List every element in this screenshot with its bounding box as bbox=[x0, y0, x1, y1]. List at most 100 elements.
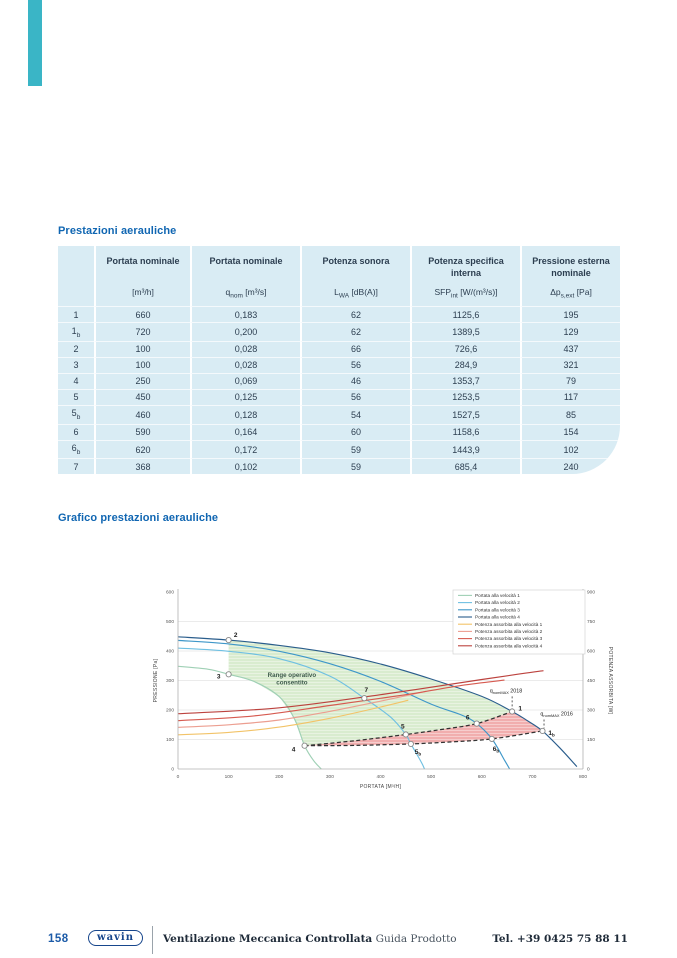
column-header: Pressione esterna nominale bbox=[520, 246, 620, 280]
table-cell: 0,125 bbox=[190, 388, 300, 405]
column-header: Portata nominale bbox=[94, 246, 190, 280]
footer-doc-subtitle: Guida Prodotto bbox=[375, 933, 457, 945]
svg-text:4: 4 bbox=[292, 747, 296, 754]
svg-text:500: 500 bbox=[427, 774, 435, 780]
svg-text:Portata alla velocità 1: Portata alla velocità 1 bbox=[475, 593, 520, 598]
table-cell: 46 bbox=[300, 372, 410, 389]
table-cell: 0,102 bbox=[190, 458, 300, 475]
series-curves bbox=[177, 636, 578, 770]
svg-text:POTENZA ASSORBITA [W]: POTENZA ASSORBITA [W] bbox=[607, 647, 613, 715]
table-cell: 59 bbox=[300, 458, 410, 475]
svg-text:200: 200 bbox=[166, 708, 174, 714]
shaded-regions bbox=[228, 640, 543, 746]
table-cell: 660 bbox=[94, 306, 190, 323]
svg-text:150: 150 bbox=[587, 737, 595, 743]
table-header-row: Portata nominale Portata nominale Potenza … bbox=[58, 246, 620, 280]
svg-text:750: 750 bbox=[587, 619, 595, 625]
table-cell: 79 bbox=[520, 372, 620, 389]
svg-text:200: 200 bbox=[275, 774, 283, 780]
table-row: 7 368 0,102 59 685,4 240 bbox=[58, 458, 620, 475]
svg-text:7: 7 bbox=[364, 687, 368, 694]
row-label: 2 bbox=[58, 340, 94, 357]
table-row: 2 100 0,028 66 726,6 437 bbox=[58, 340, 620, 357]
table-cell: 60 bbox=[300, 423, 410, 440]
table-cell: 154 bbox=[520, 423, 620, 440]
svg-text:PORTATA [M³/H]: PORTATA [M³/H] bbox=[360, 784, 402, 790]
table-cell: 195 bbox=[520, 306, 620, 323]
column-header bbox=[58, 246, 94, 279]
column-unit: SFPint [W/(m³/s)] bbox=[410, 279, 520, 307]
table-cell: 0,069 bbox=[190, 372, 300, 389]
row-label: 5 bbox=[58, 388, 94, 405]
table-cell: 102 bbox=[520, 439, 620, 459]
table-cell: 117 bbox=[520, 388, 620, 405]
performance-chart: Range operativo consentito qnomMAX 2018 qno… bbox=[153, 589, 613, 790]
table-cell: 85 bbox=[520, 404, 620, 424]
table-row: 3 100 0,028 56 284,9 321 bbox=[58, 356, 620, 373]
footer-doc-title: Ventilazione Meccanica Controllata Guida… bbox=[163, 933, 457, 945]
svg-text:5: 5 bbox=[401, 723, 405, 730]
row-label: 1b bbox=[58, 322, 94, 341]
column-header: Portata nominale bbox=[190, 246, 300, 280]
series-Portata alla velocità 3 bbox=[177, 639, 511, 770]
svg-text:1b: 1b bbox=[548, 730, 555, 738]
table-cell: 284,9 bbox=[410, 356, 520, 373]
svg-text:1: 1 bbox=[518, 705, 522, 712]
table-cell: 59 bbox=[300, 439, 410, 459]
marker-1 bbox=[509, 708, 516, 715]
column-unit: LWA [dB(A)] bbox=[300, 279, 410, 307]
svg-text:3: 3 bbox=[217, 673, 221, 680]
dashed-boundaries bbox=[304, 710, 543, 747]
marker-2 bbox=[225, 637, 232, 644]
chart-section-title: Grafico prestazioni aerauliche bbox=[58, 512, 219, 524]
table-cell: 1353,7 bbox=[410, 372, 520, 389]
row-label: 3 bbox=[58, 356, 94, 373]
table-cell: 0,128 bbox=[190, 404, 300, 424]
footer-phone: Tel. +39 0425 75 88 11 bbox=[492, 933, 628, 945]
svg-text:300: 300 bbox=[587, 708, 595, 714]
svg-text:5b: 5b bbox=[415, 749, 422, 757]
svg-text:Portata alla velocità 4: Portata alla velocità 4 bbox=[475, 615, 520, 620]
svg-text:Potenza assorbita alla velocit: Potenza assorbita alla velocità 3 bbox=[475, 636, 543, 641]
row-label: 7 bbox=[58, 458, 94, 474]
table-cell: 368 bbox=[94, 458, 190, 475]
table-cell: 1443,9 bbox=[410, 439, 520, 459]
svg-text:Potenza assorbita alla velocit: Potenza assorbita alla velocità 1 bbox=[475, 622, 543, 627]
table-cell: 460 bbox=[94, 404, 190, 424]
svg-text:300: 300 bbox=[326, 774, 334, 780]
chart-legend: Portata alla velocità 1 Portata alla velo… bbox=[452, 589, 586, 655]
table-cell: 66 bbox=[300, 340, 410, 357]
table-cell: 590 bbox=[94, 423, 190, 440]
table-cell: 620 bbox=[94, 439, 190, 459]
marker-1b bbox=[539, 727, 546, 734]
svg-text:800: 800 bbox=[579, 774, 587, 780]
table-row: 6 590 0,164 60 1158,6 154 bbox=[58, 423, 620, 440]
column-header: Potenza specifica interna bbox=[410, 246, 520, 280]
svg-text:600: 600 bbox=[587, 649, 595, 655]
marker-3 bbox=[225, 671, 232, 678]
point-markers: 2 3 4 7 5 5b 6 6b 1 1b bbox=[217, 632, 555, 757]
column-unit bbox=[58, 279, 94, 306]
axes: 0 100 200 300 400 500 600 700 800010020030040050… bbox=[153, 589, 613, 790]
row-label: 4 bbox=[58, 372, 94, 389]
section-color-tab bbox=[28, 0, 42, 86]
svg-text:100: 100 bbox=[166, 737, 174, 743]
svg-text:600: 600 bbox=[166, 590, 174, 596]
performance-table: Portata nominale Portata nominale Potenza … bbox=[58, 246, 620, 475]
footer-divider bbox=[152, 926, 153, 954]
table-cell: 1158,6 bbox=[410, 423, 520, 440]
svg-text:Portata alla velocità 3: Portata alla velocità 3 bbox=[475, 607, 520, 612]
row-label: 6b bbox=[58, 439, 94, 459]
table-cell: 0,183 bbox=[190, 306, 300, 323]
page-number: 158 bbox=[48, 933, 69, 945]
table-cell: 62 bbox=[300, 322, 410, 341]
table-cell: 685,4 bbox=[410, 458, 520, 475]
table-cell: 0,028 bbox=[190, 356, 300, 373]
marker-6 bbox=[473, 720, 480, 727]
table-cell: 726,6 bbox=[410, 340, 520, 357]
svg-text:100: 100 bbox=[225, 774, 233, 780]
svg-text:qnomMAX 2016: qnomMAX 2016 bbox=[540, 711, 573, 718]
footer-doc-title-bold: Ventilazione Meccanica Controllata bbox=[163, 933, 373, 945]
table-cell: 56 bbox=[300, 356, 410, 373]
